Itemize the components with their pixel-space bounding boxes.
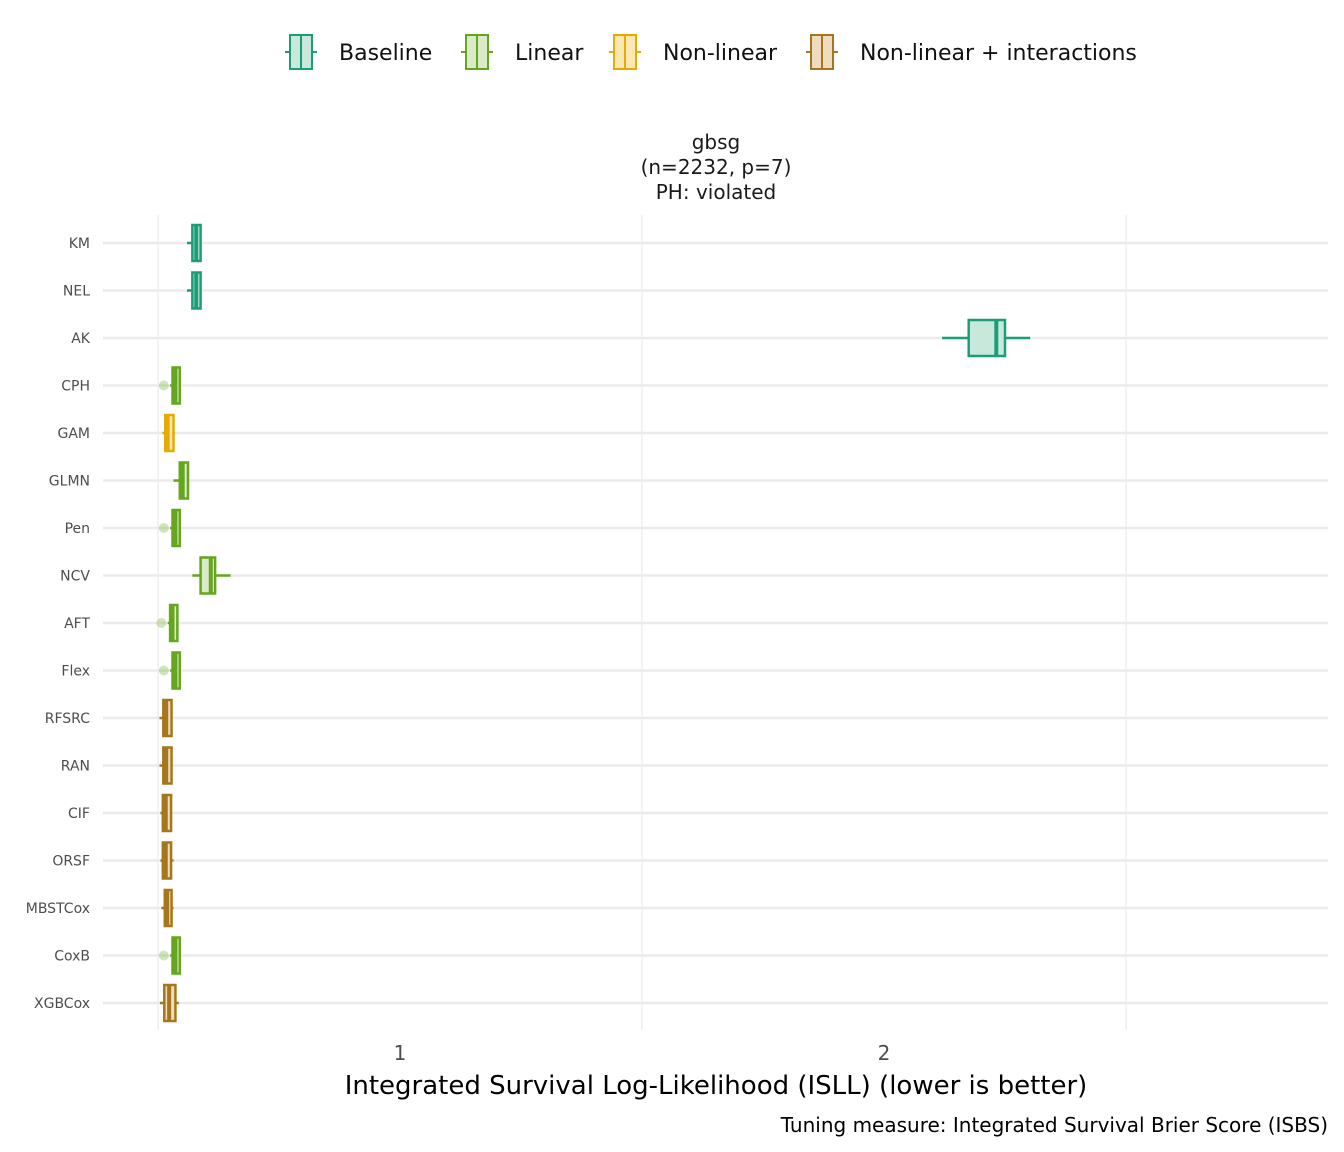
box-glmn (173, 461, 190, 500)
box-cif (160, 793, 173, 833)
y-tick-label: MBSTCox (26, 901, 90, 917)
box-mbstcox (161, 888, 174, 928)
outlier-point (158, 523, 169, 533)
y-tick-label: RFSRC (45, 711, 90, 727)
outlier-point (156, 618, 167, 628)
box-flex (158, 651, 182, 690)
y-tick-label: AK (71, 331, 91, 347)
outlier-point (158, 950, 169, 961)
box-aft (156, 603, 179, 643)
box-ran (159, 746, 173, 785)
box-cph (158, 366, 182, 405)
y-tick-label: AFT (64, 616, 90, 632)
y-tick-label: ORSF (52, 854, 90, 870)
legend-label: Linear (515, 41, 584, 66)
y-tick-label: XGBCox (34, 996, 90, 1012)
facet-title: gbsg(n=2232, p=7)PH: violated (641, 130, 792, 204)
facet-title-line: (n=2232, p=7) (641, 155, 792, 179)
box-pen (158, 508, 182, 548)
outlier-point (158, 665, 169, 676)
legend-label: Non-linear (663, 41, 778, 66)
y-tick-label: GLMN (49, 474, 90, 490)
legend-item: Linear (461, 34, 584, 70)
y-tick-label: KM (69, 236, 90, 252)
x-axis-label: Integrated Survival Log-Likelihood (ISLL… (345, 1071, 1088, 1101)
legend-item: Non-linear (609, 34, 778, 70)
y-tick-label: NCV (60, 569, 90, 585)
y-tick-label: Flex (61, 664, 90, 680)
box-orsf (160, 841, 174, 880)
y-tick-label: CoxB (54, 949, 90, 965)
y-tick-label: Pen (65, 521, 90, 537)
y-tick-label: RAN (61, 759, 90, 775)
legend-label: Non-linear + interactions (860, 41, 1137, 66)
y-tick-label: CIF (68, 806, 90, 822)
y-tick-label: GAM (57, 426, 90, 442)
box-coxb (158, 936, 182, 975)
y-tick-label: NEL (63, 284, 90, 300)
box-rfsrc (159, 698, 173, 738)
boxplots (156, 223, 1031, 1023)
outlier-point (158, 380, 169, 391)
box-iqr (199, 556, 217, 595)
facet-title-line: gbsg (692, 130, 741, 154)
legend: Baseline Linear Non-linear Non-linear + int… (285, 34, 1137, 70)
legend-item: Non-linear + interactions (806, 34, 1137, 70)
box-nel (187, 271, 202, 310)
legend-label: Baseline (339, 41, 432, 66)
box-ak (942, 318, 1031, 358)
box-iqr (967, 318, 1007, 358)
legend-item: Baseline (285, 34, 432, 70)
x-tick-label: 1 (394, 1041, 407, 1065)
box-xgbcox (159, 983, 179, 1023)
box-ncv (192, 556, 231, 595)
box-km (187, 223, 202, 263)
box-gam (162, 413, 175, 453)
x-tick-label: 2 (878, 1041, 891, 1065)
y-axis-ticks: KM NEL AK CPH GAM GLMN Pen NCV AFT Flex RFSRC RAN CI… (26, 236, 91, 1012)
facet-title-line: PH: violated (656, 180, 776, 204)
y-tick-label: CPH (61, 379, 90, 395)
caption: Tuning measure: Integrated Survival Brie… (780, 1113, 1328, 1137)
gridlines (103, 215, 1328, 1030)
